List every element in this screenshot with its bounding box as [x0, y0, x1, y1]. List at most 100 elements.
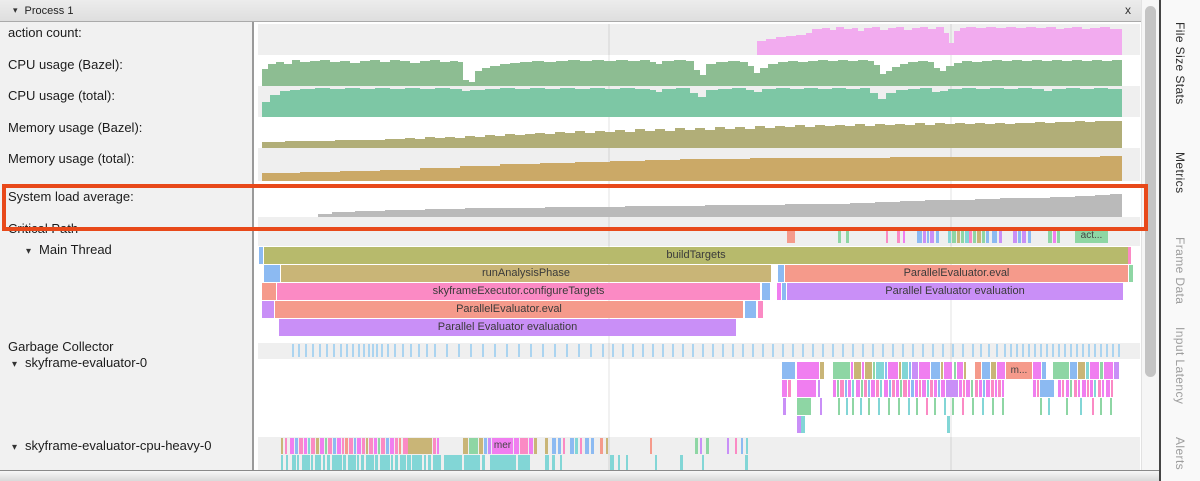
- gc-tick[interactable]: [672, 344, 674, 357]
- skyframe-evaluator-0-slice[interactable]: [884, 380, 888, 397]
- skyframe-evaluator-0-slice[interactable]: [899, 362, 901, 379]
- skyframe-evaluator-cpu-heavy-slice[interactable]: [391, 455, 393, 470]
- critical-path-slice[interactable]: [992, 228, 997, 243]
- gc-tick[interactable]: [372, 344, 374, 357]
- skyframe-evaluator-cpu-heavy-slice[interactable]: [299, 438, 303, 454]
- skyframe-evaluator-0-slice[interactable]: [926, 398, 928, 415]
- skyframe-evaluator-cpu-heavy-slice[interactable]: [407, 455, 411, 470]
- skyframe-evaluator-cpu-heavy-slice[interactable]: [618, 455, 620, 470]
- skyframe-evaluator-0-slice[interactable]: [966, 380, 970, 397]
- skyframe-evaluator-0-slice[interactable]: [922, 380, 926, 397]
- critical-path-slice[interactable]: [787, 228, 795, 243]
- skyframe-evaluator-cpu-heavy-slice[interactable]: [428, 455, 431, 470]
- skyframe-evaluator-0-slice[interactable]: [885, 362, 887, 379]
- gc-tick[interactable]: [352, 344, 354, 357]
- skyframe-evaluator-0-slice[interactable]: [903, 380, 907, 397]
- skyframe-evaluator-0-slice[interactable]: [845, 380, 847, 397]
- gc-tick[interactable]: [506, 344, 508, 357]
- gc-tick[interactable]: [642, 344, 644, 357]
- skyframe-evaluator-0-slice[interactable]: [888, 398, 890, 415]
- gc-tick[interactable]: [1100, 344, 1102, 357]
- gc-tick[interactable]: [792, 344, 794, 357]
- skyframe-evaluator-cpu-heavy-slice[interactable]: [325, 438, 327, 454]
- skyframe-evaluator-0-slice[interactable]: [992, 398, 994, 415]
- skyframe-evaluator-0-slice[interactable]: [888, 362, 898, 379]
- skyframe-evaluator-0-slice[interactable]: [801, 416, 805, 433]
- main-thread-slice[interactable]: Parallel Evaluator evaluation: [787, 283, 1123, 300]
- critical-path-slice[interactable]: [952, 228, 956, 243]
- skyframe-evaluator-0-slice[interactable]: [982, 362, 990, 379]
- gc-tick[interactable]: [376, 344, 378, 357]
- skyframe-evaluator-cpu-heavy-slice[interactable]: [380, 455, 390, 470]
- skyframe-evaluator-cpu-heavy-slice[interactable]: [395, 438, 398, 454]
- skyframe-evaluator-cpu-heavy-slice[interactable]: [348, 455, 356, 470]
- gc-tick[interactable]: [662, 344, 664, 357]
- skyframe-evaluator-0-slice[interactable]: [1080, 398, 1082, 415]
- skyframe-evaluator-cpu-heavy-slice[interactable]: [552, 438, 556, 454]
- skyframe-evaluator-cpu-heavy-slice[interactable]: [702, 455, 704, 470]
- tab-alerts[interactable]: Alerts: [1173, 437, 1187, 471]
- skyframe-evaluator-cpu-heavy-slice[interactable]: [403, 438, 408, 454]
- skyframe-evaluator-0-slice[interactable]: [986, 380, 990, 397]
- gc-tick[interactable]: [358, 344, 360, 357]
- skyframe-evaluator-cpu-heavy-slice[interactable]: [745, 455, 748, 470]
- critical-path-slice[interactable]: [903, 228, 905, 243]
- vertical-scrollbar[interactable]: [1141, 0, 1160, 470]
- gc-tick[interactable]: [368, 344, 370, 357]
- gc-tick[interactable]: [762, 344, 764, 357]
- gc-tick[interactable]: [518, 344, 520, 357]
- skyframe-evaluator-0-slice[interactable]: [1053, 362, 1069, 379]
- gc-tick[interactable]: [305, 344, 307, 357]
- gc-tick[interactable]: [426, 344, 428, 357]
- tab-metrics[interactable]: Metrics: [1173, 152, 1187, 194]
- skyframe-evaluator-cpu-heavy-slice[interactable]: [484, 438, 487, 454]
- main-thread-slice[interactable]: [745, 301, 756, 318]
- skyframe-evaluator-cpu-heavy-slice[interactable]: [357, 455, 359, 470]
- gc-tick[interactable]: [381, 344, 383, 357]
- skyframe-evaluator-0-slice[interactable]: [860, 398, 862, 415]
- skyframe-evaluator-cpu-heavy-slice[interactable]: [386, 438, 389, 454]
- skyframe-evaluator-cpu-heavy-slice[interactable]: [400, 455, 406, 470]
- skyframe-evaluator-cpu-heavy-slice[interactable]: [680, 455, 683, 470]
- main-thread-slice[interactable]: [762, 283, 770, 300]
- skyframe-evaluator-0-slice[interactable]: [1110, 398, 1112, 415]
- skyframe-evaluator-cpu-heavy-slice[interactable]: [424, 455, 426, 470]
- skyframe-evaluator-cpu-heavy-slice[interactable]: [320, 438, 324, 454]
- skyframe-evaluator-cpu-heavy-slice[interactable]: [366, 438, 368, 454]
- skyframe-evaluator-cpu-heavy-slice[interactable]: [362, 438, 365, 454]
- skyframe-evaluator-0-slice[interactable]: [959, 380, 962, 397]
- skyframe-evaluator-0-slice[interactable]: [998, 380, 1001, 397]
- skyframe-evaluator-cpu-heavy-slice[interactable]: [700, 438, 702, 454]
- skyframe-evaluator-0-slice[interactable]: [991, 380, 994, 397]
- gc-tick[interactable]: [842, 344, 844, 357]
- gc-tick[interactable]: [872, 344, 874, 357]
- gc-tick[interactable]: [692, 344, 694, 357]
- skyframe-evaluator-0-slice[interactable]: [909, 362, 911, 379]
- gc-tick[interactable]: [772, 344, 774, 357]
- skyframe-evaluator-0-slice[interactable]: [975, 362, 981, 379]
- gc-tick[interactable]: [742, 344, 744, 357]
- skyframe-evaluator-0-slice[interactable]: [851, 362, 853, 379]
- gc-tick[interactable]: [1010, 344, 1012, 357]
- skyframe-evaluator-0-slice[interactable]: [916, 398, 918, 415]
- skyframe-evaluator-cpu-heavy-slice[interactable]: [332, 455, 342, 470]
- gc-tick[interactable]: [298, 344, 300, 357]
- main-thread-slice[interactable]: buildTargets: [264, 247, 1128, 264]
- gc-tick[interactable]: [892, 344, 894, 357]
- skyframe-evaluator-0-slice[interactable]: [892, 380, 895, 397]
- gc-tick[interactable]: [912, 344, 914, 357]
- gc-tick[interactable]: [1070, 344, 1072, 357]
- skyframe-evaluator-cpu-heavy-slice[interactable]: [746, 438, 748, 454]
- skyframe-evaluator-0-slice[interactable]: [915, 380, 918, 397]
- gc-tick[interactable]: [782, 344, 784, 357]
- gc-tick[interactable]: [952, 344, 954, 357]
- main-thread-slice[interactable]: [262, 283, 276, 300]
- gc-tick[interactable]: [292, 344, 294, 357]
- skyframe-evaluator-cpu-heavy-slice[interactable]: [297, 455, 299, 470]
- skyframe-evaluator-0-slice[interactable]: [1074, 380, 1077, 397]
- skyframe-evaluator-0-slice[interactable]: [1066, 398, 1068, 415]
- skyframe-evaluator-cpu-heavy-slice[interactable]: [311, 455, 313, 470]
- skyframe-evaluator-0-slice[interactable]: [1098, 380, 1101, 397]
- counter-chart-cpu-bazel[interactable]: [258, 55, 1140, 86]
- skyframe-evaluator-cpu-heavy-slice[interactable]: [395, 455, 398, 470]
